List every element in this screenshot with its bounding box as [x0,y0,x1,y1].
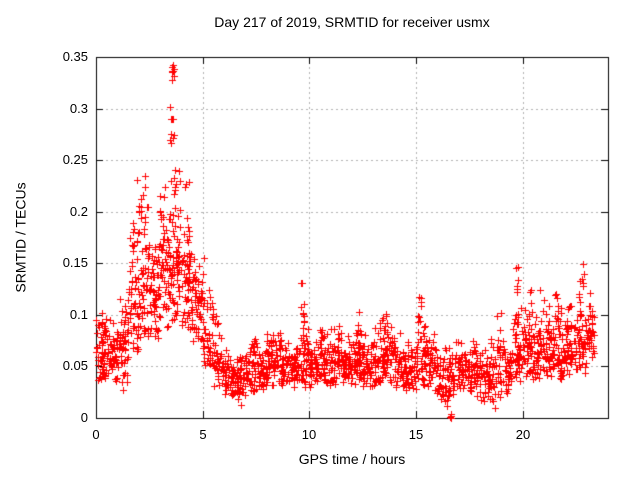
y-tick-label: 0.1 [69,307,88,322]
chart-title: Day 217 of 2019, SRMTID for receiver usm… [214,14,490,30]
y-tick-label: 0.3 [69,101,88,116]
y-tick-label: 0 [80,410,88,425]
y-tick-label: 0.15 [62,255,88,270]
y-axis-label: SRMTID / TECUs [13,158,30,318]
x-tick-label: 10 [301,427,317,442]
y-axis-label-text: SRMTID / TECUs [12,182,29,293]
x-tick-label: 15 [408,427,424,442]
y-tick-label: 0.35 [62,49,88,64]
x-axis-label: GPS time / hours [298,451,406,467]
x-tick-label: 5 [199,427,207,442]
y-tick-label: 0.25 [62,152,88,167]
y-tick-label: 0.2 [69,204,88,219]
x-tick-label: 20 [515,427,531,442]
x-tick-label: 0 [92,427,100,442]
y-tick-label: 0.05 [62,358,88,373]
